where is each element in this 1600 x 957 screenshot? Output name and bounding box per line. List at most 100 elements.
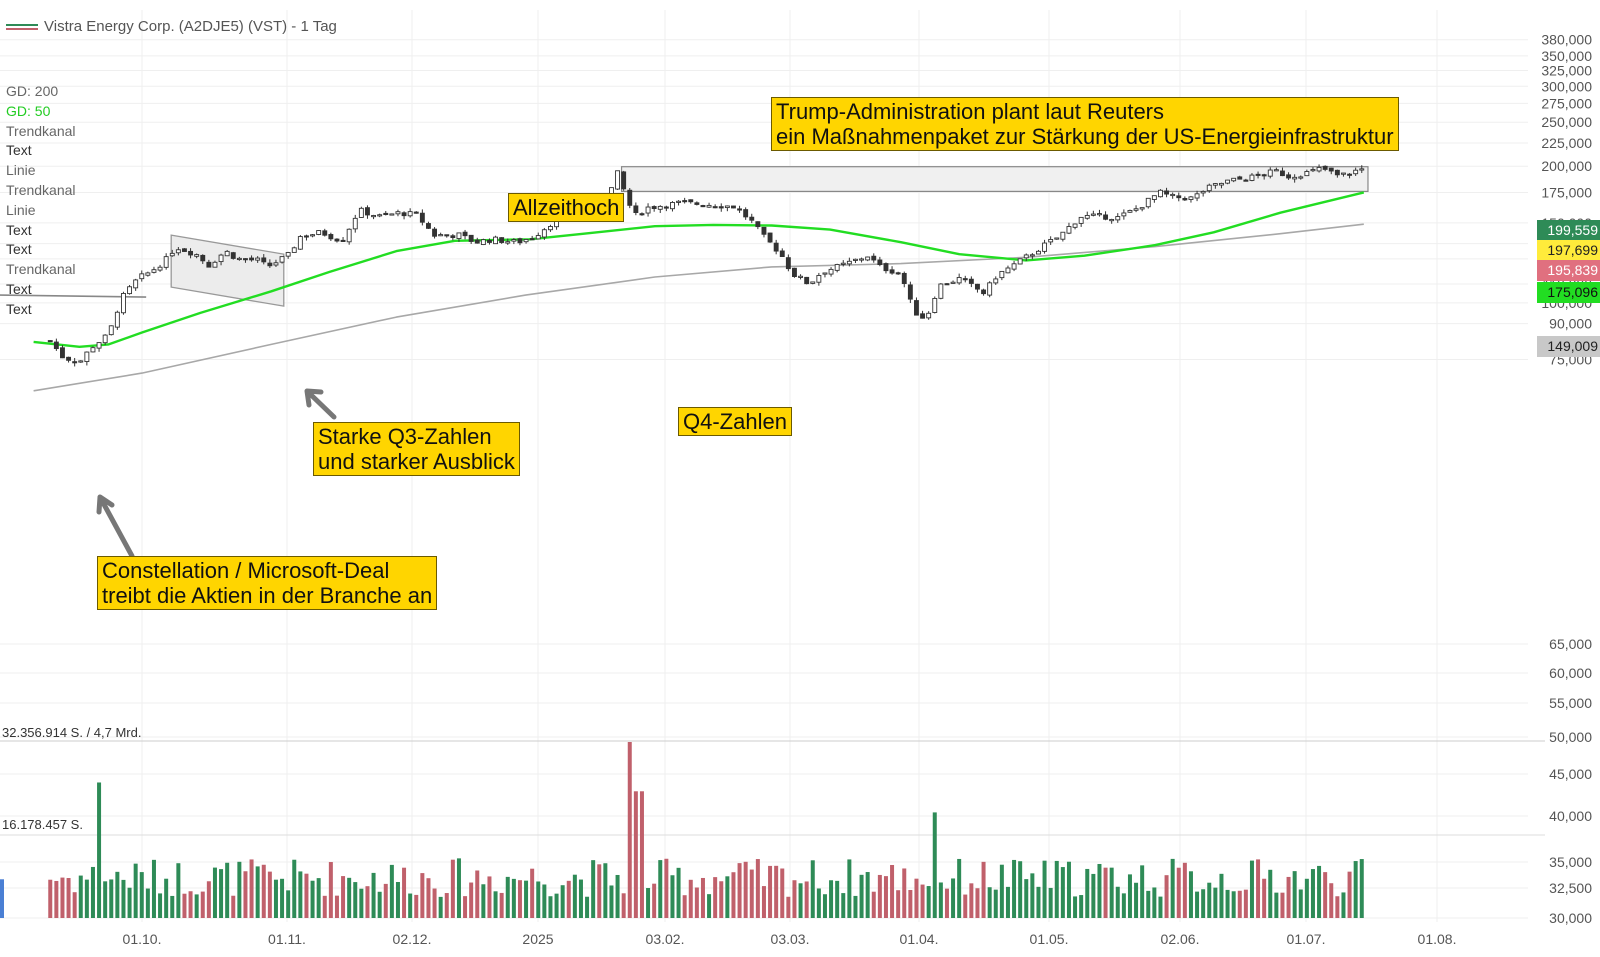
volume-bar (999, 864, 1004, 918)
candle-body (511, 239, 517, 242)
candle-body (462, 231, 468, 237)
candle-body (535, 235, 541, 240)
volume-bar (66, 878, 71, 918)
chart-header: Vistra Energy Corp. (A2DJE5) (VST) - 1 T… (6, 18, 337, 35)
volume-bar (713, 877, 718, 918)
volume-bar (383, 883, 388, 918)
indicator-item[interactable]: Trendkanal (6, 261, 76, 278)
volume-bar (164, 878, 169, 918)
candle-body (163, 256, 169, 268)
indicator-item[interactable]: GD: 200 (6, 83, 59, 99)
volume-bar (1243, 889, 1248, 918)
candle-body (529, 238, 535, 241)
volume-bar (688, 879, 693, 918)
volume-bar (737, 863, 742, 918)
indicator-item[interactable]: Linie (6, 201, 36, 218)
y-tick-label: 45,000 (1549, 766, 1592, 782)
volume-bar (914, 878, 919, 918)
candle-body (633, 205, 639, 213)
indicator-item[interactable]: Linie (6, 162, 36, 179)
indicator-item[interactable]: GD: 50 (6, 102, 51, 119)
volume-bar (749, 869, 754, 918)
candle-body (1200, 190, 1206, 194)
volume-bar (310, 880, 315, 918)
gd200-line (33, 223, 1364, 392)
annotation-q3-text: Starke Q3-Zahlen und starker Ausblick (318, 424, 515, 474)
volume-bar (1018, 861, 1023, 918)
volume-bar (1024, 879, 1029, 918)
volume-bar (1152, 887, 1157, 918)
volume-bar (890, 864, 895, 918)
volume-bar (182, 893, 187, 918)
volume-bar (761, 886, 766, 918)
volume-bar (212, 867, 217, 918)
indicator-item[interactable]: Text (6, 300, 32, 317)
candle-body (914, 300, 919, 316)
volume-bar (774, 865, 779, 918)
volume-bar (402, 867, 407, 918)
trend-channel-1 (170, 234, 285, 307)
candle-body (432, 228, 438, 237)
indicator-item[interactable]: Text (6, 241, 32, 258)
candle-body (53, 341, 59, 350)
candle-body (737, 208, 743, 211)
candle-body (47, 340, 53, 343)
price-badge: 149,009 (1537, 336, 1600, 357)
volume-bar (1298, 889, 1303, 918)
candle-body (651, 206, 657, 210)
candle-body (706, 204, 712, 208)
volume-bar (755, 859, 760, 918)
volume-bar (237, 861, 242, 918)
candle-body (169, 252, 175, 257)
x-tick-label: 03.02. (646, 931, 685, 947)
volume-bar (426, 878, 431, 918)
indicator-item[interactable]: Trendkanal (6, 122, 76, 139)
indicator-item[interactable]: Text (6, 221, 32, 238)
volume-bar (463, 896, 468, 918)
y-tick-label: 32,500 (1549, 880, 1592, 896)
volume-bar (219, 869, 224, 918)
candle-body (499, 237, 505, 243)
candle-body (700, 205, 706, 208)
candle-body (810, 281, 816, 284)
candle-body (1316, 166, 1322, 172)
y-tick-label: 300,000 (1541, 78, 1592, 94)
candle-body (639, 213, 645, 216)
x-tick-label: 01.07. (1287, 931, 1326, 947)
candle-body (395, 211, 401, 215)
gd50-line (33, 191, 1365, 348)
candle-body (304, 235, 309, 238)
volume-bar (1073, 896, 1078, 918)
volume-bar (768, 865, 773, 918)
indicator-item[interactable]: Text (6, 280, 32, 297)
candle-body (127, 286, 133, 295)
volume-bar (158, 893, 163, 918)
y-tick-label: 50,000 (1549, 729, 1592, 745)
candle-body (1280, 170, 1285, 177)
volume-bar (0, 879, 4, 918)
indicator-item[interactable]: Trendkanal (6, 181, 76, 198)
candle-body (334, 238, 340, 242)
candle-body (1194, 193, 1200, 199)
volume-bar (1164, 875, 1169, 918)
candle-body (121, 292, 126, 314)
candle-body (541, 229, 547, 238)
volume-bar (298, 871, 303, 918)
candle-body (377, 214, 383, 217)
volume-bar (694, 887, 699, 918)
candle-body (456, 232, 462, 239)
volume-bar (1042, 860, 1047, 918)
y-tick-label: 200,000 (1541, 158, 1592, 174)
volume-bar (615, 874, 620, 918)
volume-bar (1353, 861, 1358, 918)
indicator-item[interactable]: Text (6, 142, 32, 159)
volume-bar (1182, 862, 1187, 918)
candle-body (1109, 218, 1115, 222)
volume-bar (822, 894, 827, 918)
candle-body (322, 230, 328, 236)
volume-bar (456, 858, 461, 918)
candle-body (1267, 169, 1273, 177)
legend-swatch-icon (6, 23, 38, 30)
candle-body (773, 242, 779, 252)
